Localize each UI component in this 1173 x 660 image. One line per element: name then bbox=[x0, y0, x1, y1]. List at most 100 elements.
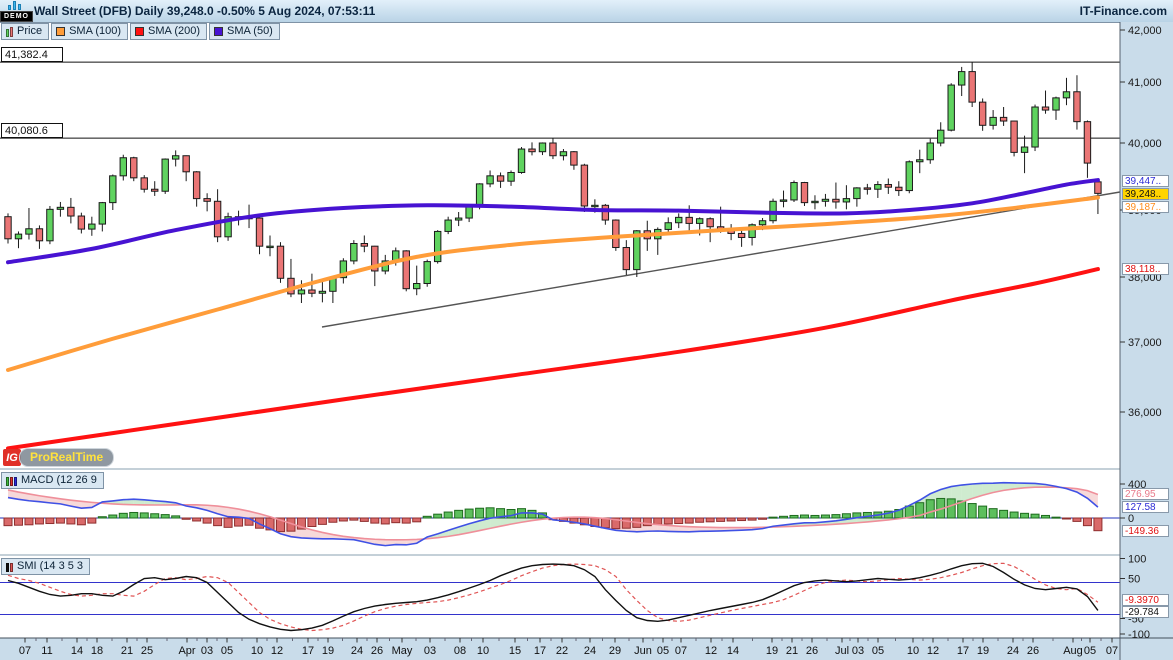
level-label-41382[interactable]: 41,382.4 bbox=[1, 47, 63, 63]
macd-signal-line bbox=[7, 486, 1099, 541]
legend-price-chip[interactable]: Price bbox=[1, 23, 50, 40]
smi-chip[interactable]: SMI (14 3 5 3 bbox=[1, 558, 91, 575]
smi-line bbox=[7, 562, 1099, 632]
y-axis-strip[interactable] bbox=[1120, 22, 1173, 660]
macd-bar bbox=[758, 517, 768, 520]
macd-bar bbox=[841, 513, 851, 519]
legend-sma50-chip[interactable]: SMA (50) bbox=[209, 23, 280, 40]
candle-up bbox=[1020, 146, 1029, 153]
macd-bar bbox=[1020, 512, 1030, 519]
macd-bar bbox=[443, 511, 453, 519]
macd-bar bbox=[957, 500, 967, 519]
legend-sma200-chip[interactable]: SMA (200) bbox=[130, 23, 207, 40]
candle-up bbox=[98, 202, 107, 225]
candle-up bbox=[119, 157, 127, 177]
macd-bar bbox=[213, 517, 223, 527]
price-axis-badge: 39,187.. bbox=[1122, 201, 1169, 213]
sma50-line[interactable] bbox=[6, 178, 1100, 265]
prorealtime-logo: ProRealTime bbox=[19, 448, 115, 467]
macd-bar bbox=[150, 513, 160, 519]
smi-label: SMI (14 3 5 3 bbox=[17, 560, 84, 572]
candle-up bbox=[433, 230, 442, 263]
candle-up bbox=[444, 219, 452, 232]
macd-bar bbox=[579, 517, 589, 526]
macd-bar bbox=[370, 517, 380, 524]
macd-chip[interactable]: MACD (12 26 9 bbox=[1, 472, 104, 489]
macd-bar bbox=[967, 503, 977, 519]
brand-link[interactable]: IT-Finance.com bbox=[1079, 4, 1167, 18]
candle-up bbox=[318, 290, 327, 294]
candles-icon bbox=[6, 26, 13, 37]
candle-up bbox=[916, 159, 924, 163]
svg-text:19: 19 bbox=[977, 645, 989, 657]
svg-text:25: 25 bbox=[141, 645, 153, 657]
candle-down bbox=[360, 243, 369, 247]
candle-up bbox=[56, 206, 65, 210]
macd-bar bbox=[97, 516, 107, 519]
macd-bar bbox=[999, 509, 1009, 519]
macd-axis-badge: -149.36 bbox=[1122, 524, 1169, 537]
candle-up bbox=[1062, 91, 1071, 99]
svg-text:14: 14 bbox=[71, 645, 83, 657]
macd-bar bbox=[1030, 513, 1040, 519]
candle-down bbox=[371, 245, 379, 272]
macd-bar bbox=[349, 517, 359, 521]
svg-text:29: 29 bbox=[609, 645, 621, 657]
x-axis-labels: 07 11 14 18 21 25 Apr 03 05 10 12 17 19 24 26 May 03 08 10… bbox=[19, 638, 1118, 657]
macd-bar bbox=[160, 514, 170, 519]
macd-bar bbox=[234, 517, 244, 527]
candle-up bbox=[1031, 106, 1039, 148]
candle-up bbox=[664, 222, 672, 230]
x-axis-strip[interactable] bbox=[0, 638, 1173, 660]
svg-text:21: 21 bbox=[121, 645, 133, 657]
price-axis-badge: 39,248.. bbox=[1122, 188, 1169, 200]
macd-bar bbox=[129, 511, 139, 519]
svg-text:41,000: 41,000 bbox=[1128, 77, 1162, 89]
candles-layer bbox=[4, 62, 1102, 303]
svg-text:37,000: 37,000 bbox=[1128, 337, 1162, 349]
svg-text:40,000: 40,000 bbox=[1128, 138, 1162, 150]
candle-up bbox=[559, 151, 568, 157]
legend-sma100-chip[interactable]: SMA (100) bbox=[51, 23, 129, 40]
macd-bar bbox=[915, 502, 925, 519]
price-axis-badge: 38,118.. bbox=[1122, 263, 1169, 275]
candle-up bbox=[423, 261, 431, 284]
svg-text:19: 19 bbox=[322, 645, 334, 657]
candle-down bbox=[1010, 120, 1018, 153]
macd-bar bbox=[307, 517, 317, 527]
price-axis-badge: 39,447.. bbox=[1122, 175, 1169, 187]
macd-bar bbox=[66, 517, 76, 525]
candle-down bbox=[151, 188, 159, 192]
macd-bar bbox=[181, 517, 191, 520]
macd-bar bbox=[338, 517, 348, 522]
macd-bar bbox=[569, 517, 579, 524]
macd-bar bbox=[611, 517, 621, 530]
macd-bar bbox=[118, 512, 128, 519]
macd-bar bbox=[1061, 517, 1071, 520]
candle-up bbox=[591, 204, 599, 208]
svg-text:0: 0 bbox=[1128, 513, 1134, 525]
level-label-40080[interactable]: 40,080.6 bbox=[1, 123, 63, 139]
candle-up bbox=[88, 223, 96, 230]
svg-text:10: 10 bbox=[251, 645, 263, 657]
trendline[interactable] bbox=[321, 191, 1121, 328]
macd-bar bbox=[653, 517, 663, 525]
macd-bar bbox=[464, 508, 474, 519]
sma100-line[interactable] bbox=[6, 195, 1100, 372]
candle-up bbox=[297, 289, 306, 295]
svg-text:36,000: 36,000 bbox=[1128, 407, 1162, 419]
candle-down bbox=[77, 215, 86, 230]
macd-label: MACD (12 26 9 bbox=[21, 474, 97, 486]
candle-up bbox=[989, 116, 997, 126]
macd-bar bbox=[391, 517, 401, 524]
svg-text:22: 22 bbox=[556, 645, 568, 657]
macd-bar bbox=[34, 517, 44, 525]
macd-bar bbox=[433, 513, 443, 519]
macd-bar bbox=[380, 517, 390, 525]
candle-up bbox=[486, 175, 494, 185]
macd-bar bbox=[737, 517, 747, 522]
sma200-line[interactable] bbox=[6, 267, 1100, 451]
candle-down bbox=[1094, 181, 1102, 194]
candle-down bbox=[601, 204, 610, 221]
